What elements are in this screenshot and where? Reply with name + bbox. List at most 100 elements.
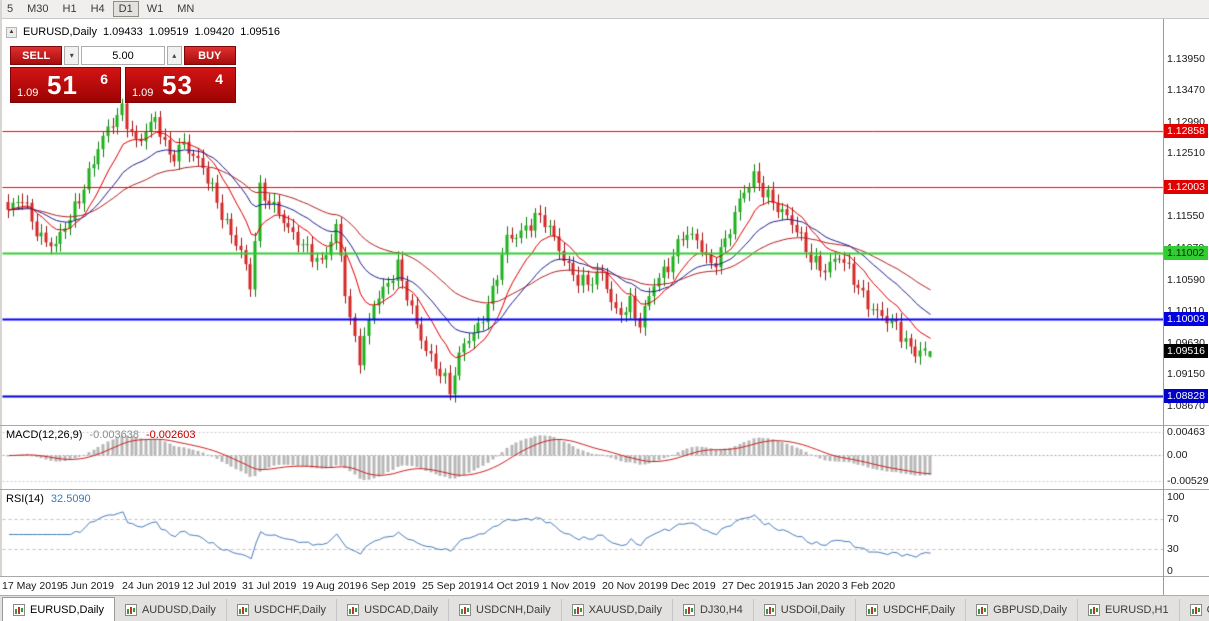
macd-main-value: -0.003638 [89,429,139,441]
volume-increase-icon[interactable]: ▴ [167,46,182,65]
tab-label: GBPUSD,Daily [993,604,1068,616]
pane-separator[interactable] [0,425,1209,426]
chart-canvas[interactable] [2,19,1163,576]
chart-icon [976,604,989,616]
chart-icon [236,604,249,616]
macd-signal-value: -0.002603 [145,429,196,441]
chart-icon [347,604,360,616]
chart-icon [1189,604,1202,616]
volume-input[interactable] [81,46,165,65]
timeframe-button-h4[interactable]: H4 [90,3,105,15]
window-border [0,0,2,576]
chart-icon [124,604,137,616]
chart-icon [682,604,695,616]
sell-price-tile[interactable]: 1.09 51 6 [10,67,121,103]
rsi-axis-label: 0 [1167,565,1173,577]
date-axis-label: 9 Dec 2019 [662,580,716,592]
one-click-trade-panel: SELL ▾ ▴ BUY 1.09 51 6 1.09 53 4 [10,46,236,103]
tab-eurusd-daily[interactable]: EURUSD,Daily [2,597,115,621]
tab-label: USDCNH,Daily [476,604,551,616]
tab-label: USDCHF,Daily [882,604,956,616]
chart-icon [571,604,584,616]
tab-xauusd-daily[interactable]: XAUUSD,Daily [562,599,673,621]
chart-icon [865,604,878,616]
chart-icon [459,604,472,616]
timeframe-button-w1[interactable]: W1 [146,3,164,15]
rsi-label: RSI(14) [6,493,44,505]
price-axis-label: 1.13950 [1167,52,1205,65]
rsi-axis-label: 70 [1167,513,1179,526]
tab-eurusd-h1[interactable]: EURUSD,H1 [1078,599,1180,621]
quote-low: 1.09420 [194,26,235,38]
tab-label: USDOil,Daily [780,604,845,616]
price-axis-label: 1.11550 [1167,210,1205,223]
date-axis-label: 24 Jun 2019 [122,580,180,592]
pane-separator [0,576,1209,577]
buy-price-tile[interactable]: 1.09 53 4 [125,67,236,103]
buy-price-prefix: 1.09 [132,87,154,99]
tab-label: XAUUSD,Daily [588,604,662,616]
timeframe-button-mn[interactable]: MN [177,3,195,15]
pane-separator[interactable] [0,489,1209,490]
timeframe-toolbar: 5 M30 H1 H4 D1 W1 MN [0,0,1209,19]
price-axis-label: 1.10590 [1167,273,1205,286]
date-axis-label: 6 Sep 2019 [362,580,416,592]
sell-price-pip: 6 [100,71,108,87]
rsi-axis-label: 100 [1167,491,1185,503]
tab-usdcnh-daily[interactable]: USDCNH,Daily [449,599,562,621]
rsi-value: 32.5090 [50,493,91,505]
chart-icon [13,603,25,616]
date-axis[interactable]: 17 May 2019 5 Jun 2019 24 Jun 2019 12 Jul 2… [0,577,1163,595]
timeframe-button-d1[interactable]: D1 [112,1,139,17]
sell-price-big: 51 [47,70,78,100]
quote-open: 1.09433 [102,26,143,38]
volume-decrease-icon[interactable]: ▾ [64,46,79,65]
buy-button[interactable]: BUY [183,46,236,65]
hline-price-label: 1.10003 [1164,311,1208,326]
macd-pane-title: MACD(12,26,9) -0.003638 -0.002603 [6,429,196,441]
hline-price-label: 1.11002 [1164,245,1208,260]
rsi-pane-title: RSI(14) 32.5090 [6,493,91,505]
tab-label: DJ30,H4 [699,604,743,616]
tab-audusd-daily[interactable]: AUDUSD,Daily [115,599,227,621]
current-price-label: 1.09516 [1164,343,1208,358]
rsi-axis-label: 30 [1167,542,1179,555]
date-axis-label: 27 Dec 2019 [722,580,782,592]
tab-label: AUDUSD,Daily [141,604,216,616]
macd-axis-label: 0.00463 [1167,425,1205,438]
date-axis-label: 20 Nov 2019 [602,580,662,592]
tab-gbpusd-daily[interactable]: GBPUSD,Daily [966,599,1079,621]
axis-separator [1163,19,1164,595]
timeframe-button-m30[interactable]: M30 [27,3,49,15]
date-axis-label: 15 Jan 2020 [782,580,840,592]
date-axis-label: 14 Oct 2019 [482,580,540,592]
chart-icon [1088,604,1101,616]
buy-price-pip: 4 [215,71,223,87]
buy-price-big: 53 [162,70,193,100]
hline-price-label: 1.12858 [1164,123,1208,138]
date-axis-label: 12 Jul 2019 [182,580,237,592]
date-axis-label: 31 Jul 2019 [242,580,297,592]
price-axis[interactable]: 1.139501.134701.129901.125101.120301.115… [1164,19,1209,595]
quote-high: 1.09519 [148,26,189,38]
tab-usdchf-daily[interactable]: USDCHF,Daily [856,599,967,621]
collapse-icon[interactable]: ▲ [6,26,17,38]
tab-label: USDCAD,Daily [364,604,439,616]
date-axis-label: 1 Nov 2019 [542,580,596,592]
date-axis-label: 3 Feb 2020 [842,580,896,592]
tab-usdcad-daily[interactable]: USDCAD,Daily [337,599,450,621]
tab-gbpaud-h1[interactable]: GBPAUD,H1 [1180,599,1209,621]
timeframe-button-5[interactable]: 5 [7,3,14,15]
sell-button[interactable]: SELL [10,46,63,65]
macd-label: MACD(12,26,9) [6,429,83,441]
tab-usdchf-daily[interactable]: USDCHF,Daily [227,599,338,621]
chart-title: EURUSD,Daily [23,26,97,38]
tab-dj30-h4[interactable]: DJ30,H4 [673,599,754,621]
tab-label: GBPAUD,H1 [1207,604,1209,616]
tab-label: USDCHF,Daily [253,604,327,616]
tab-usdoil-daily[interactable]: USDOil,Daily [754,599,856,621]
chart-icon [763,604,776,616]
price-axis-label: 1.09150 [1167,368,1205,381]
timeframe-button-h1[interactable]: H1 [62,3,77,15]
